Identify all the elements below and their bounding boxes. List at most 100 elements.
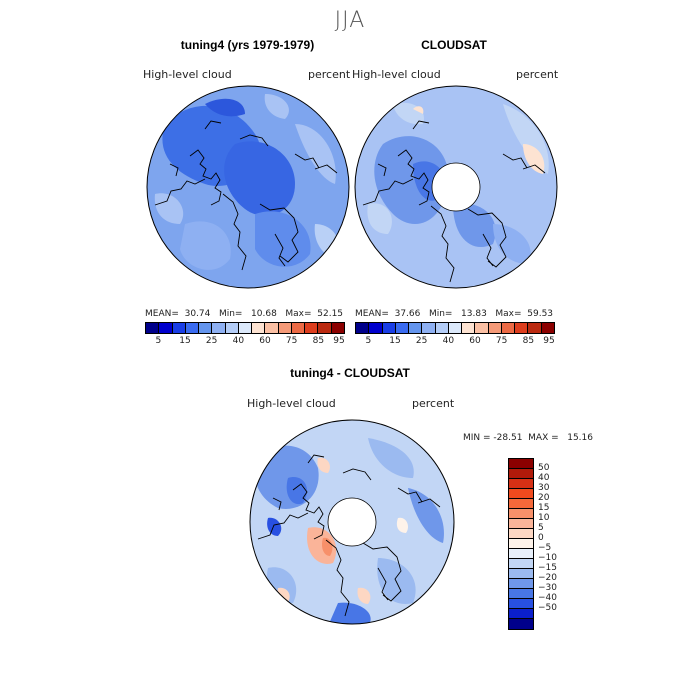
panel3-stats: MIN = -28.51 MAX = 15.16: [463, 433, 593, 443]
panel3-units-label: percent: [412, 397, 455, 410]
panel3-variable-label: High-level cloud: [247, 397, 336, 410]
panel3-title: tuning4 - CLOUDSAT: [290, 366, 410, 380]
panel3-colorbar-ticks: 50 40 30 20 15 10 5 0 −5 −10 −15 −20 −30 −40 −50: [538, 458, 568, 623]
colorbar-swatch: [509, 609, 533, 619]
colorbar-swatch: [509, 489, 533, 499]
panel1-colorbar-ticks: 5 15 25 40 60 75 85 95: [145, 336, 345, 348]
colorbar-tick-label: 60: [469, 336, 481, 346]
colorbar-swatch: [409, 323, 423, 333]
colorbar-tick-label: 5: [365, 336, 372, 346]
colorbar-swatch: [509, 619, 533, 629]
colorbar-swatch: [509, 459, 533, 469]
colorbar-tick-label: 75: [495, 336, 508, 346]
colorbar-tick-label: 25: [205, 336, 218, 346]
colorbar-tick-label: 95: [333, 336, 345, 346]
colorbar-tick-label: 50: [538, 463, 550, 473]
colorbar-swatch: [435, 323, 449, 333]
colorbar-swatch: [278, 323, 292, 333]
colorbar-swatch: [488, 323, 502, 333]
colorbar-swatch: [382, 323, 396, 333]
colorbar-swatch: [509, 559, 533, 569]
colorbar-tick-label: −5: [538, 543, 552, 553]
colorbar-tick-label: −10: [538, 553, 557, 563]
colorbar-swatch: [185, 323, 200, 333]
panel1-colorbar: [145, 322, 345, 334]
colorbar-tick-label: 85: [312, 336, 325, 346]
colorbar-swatch: [318, 323, 332, 333]
colorbar-swatch: [356, 323, 370, 333]
colorbar-swatch: [172, 323, 186, 333]
colorbar-swatch: [462, 323, 476, 333]
colorbar-tick-label: 60: [259, 336, 271, 346]
colorbar-tick-label: −15: [538, 563, 557, 573]
panel2-variable-label: High-level cloud: [352, 68, 441, 81]
colorbar-swatch: [159, 323, 173, 333]
panel2-colorbar-ticks: 5 15 25 40 60 75 85 95: [355, 336, 555, 348]
colorbar-swatch: [509, 499, 533, 509]
colorbar-swatch: [509, 529, 533, 539]
colorbar-swatch: [265, 323, 279, 333]
panel3-colorbar: [508, 458, 534, 630]
panel1-stats: MEAN= 30.74 Min= 10.68 Max= 52.15: [145, 309, 344, 319]
panel1-units-label: percent: [308, 68, 351, 81]
colorbar-swatch: [146, 323, 160, 333]
panel2-units-label: percent: [516, 68, 559, 81]
colorbar-swatch: [509, 549, 533, 559]
colorbar-tick-label: 40: [538, 473, 550, 483]
season-title: JJA: [334, 8, 366, 33]
colorbar-tick-label: −50: [538, 603, 557, 613]
colorbar-swatch: [509, 509, 533, 519]
colorbar-swatch: [252, 323, 266, 333]
colorbar-swatch: [509, 599, 533, 609]
colorbar-tick-label: −30: [538, 583, 557, 593]
colorbar-swatch: [501, 323, 516, 333]
colorbar-swatch: [475, 323, 489, 333]
colorbar-tick-label: −20: [538, 573, 557, 583]
colorbar-tick-label: 0: [538, 533, 544, 543]
colorbar-tick-label: 5: [155, 336, 162, 346]
colorbar-tick-label: 75: [285, 336, 298, 346]
colorbar-swatch: [509, 469, 533, 479]
colorbar-tick-label: 15: [538, 503, 550, 513]
colorbar-swatch: [422, 323, 436, 333]
colorbar-tick-label: 95: [543, 336, 555, 346]
panel3-polar-map: [249, 419, 455, 625]
colorbar-tick-label: 30: [538, 483, 550, 493]
panel2-title: CLOUDSAT: [421, 38, 487, 52]
colorbar-swatch: [509, 479, 533, 489]
colorbar-tick-label: 20: [538, 493, 550, 503]
colorbar-swatch: [225, 323, 239, 333]
panel1-variable-label: High-level cloud: [143, 68, 232, 81]
colorbar-swatch: [509, 539, 533, 549]
colorbar-tick-label: 15: [389, 336, 401, 346]
colorbar-swatch: [509, 569, 533, 579]
colorbar-swatch: [528, 323, 542, 333]
colorbar-tick-label: 40: [442, 336, 455, 346]
colorbar-swatch: [212, 323, 226, 333]
colorbar-swatch: [395, 323, 410, 333]
colorbar-tick-label: 40: [232, 336, 245, 346]
colorbar-tick-label: 15: [179, 336, 191, 346]
panel2-colorbar: [355, 322, 555, 334]
colorbar-swatch: [509, 519, 533, 529]
colorbar-swatch: [509, 579, 533, 589]
colorbar-tick-label: 5: [538, 523, 544, 533]
colorbar-swatch: [509, 589, 533, 599]
panel1-title: tuning4 (yrs 1979-1979): [180, 38, 315, 52]
colorbar-tick-label: −40: [538, 593, 557, 603]
panel2-stats: MEAN= 37.66 Min= 13.83 Max= 59.53: [355, 309, 554, 319]
colorbar-tick-label: 85: [522, 336, 535, 346]
colorbar-swatch: [199, 323, 213, 333]
colorbar-tick-label: 25: [415, 336, 428, 346]
colorbar-swatch: [541, 323, 554, 333]
colorbar-swatch: [291, 323, 306, 333]
colorbar-swatch: [331, 323, 344, 333]
colorbar-swatch: [305, 323, 319, 333]
colorbar-swatch: [238, 323, 253, 333]
panel1-polar-map: [146, 85, 350, 289]
panel2-polar-map: [354, 85, 558, 289]
colorbar-swatch: [448, 323, 463, 333]
colorbar-tick-label: 10: [538, 513, 550, 523]
colorbar-swatch: [369, 323, 383, 333]
colorbar-swatch: [515, 323, 529, 333]
